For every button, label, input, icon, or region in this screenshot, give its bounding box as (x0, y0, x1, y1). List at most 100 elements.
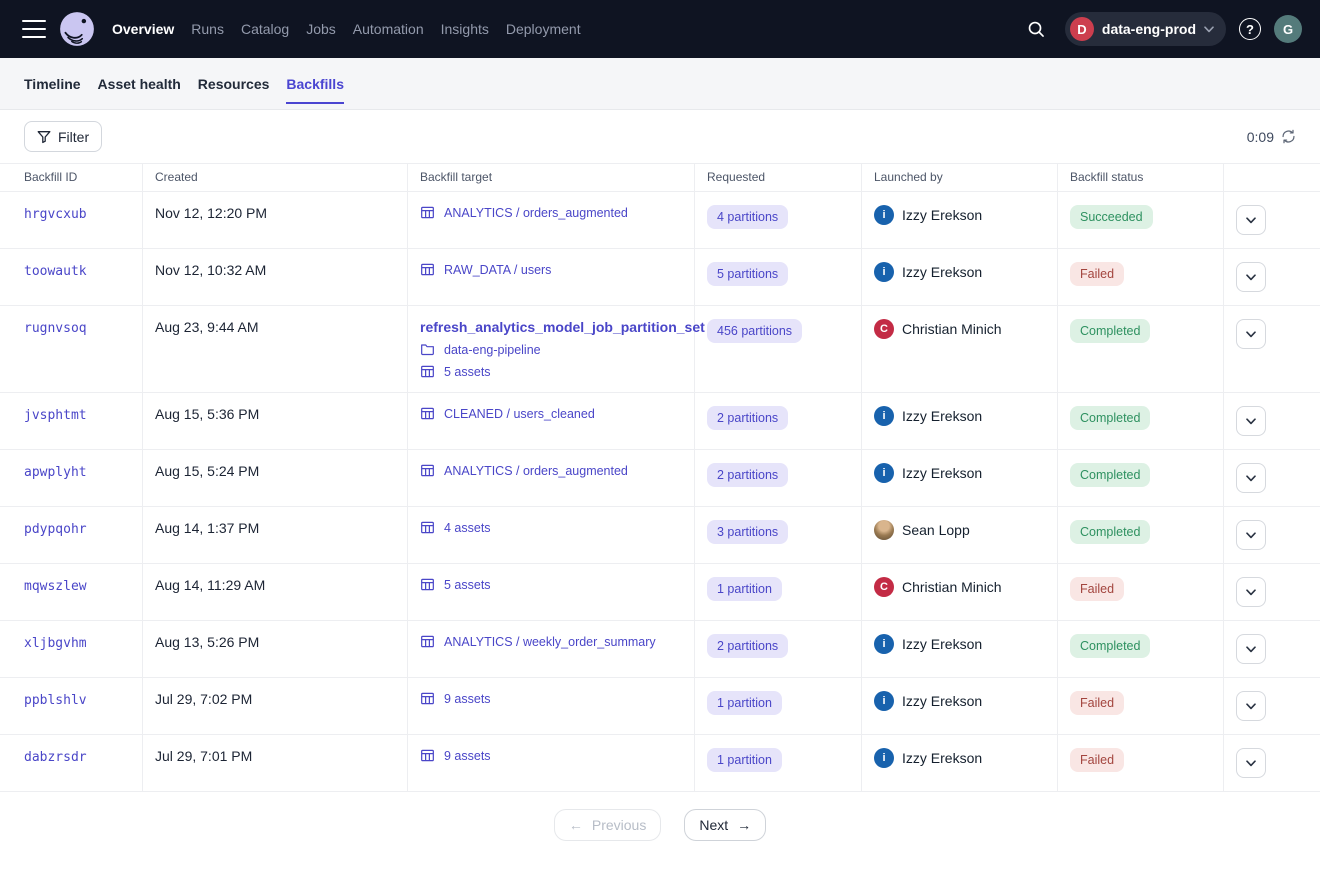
grid-icon (420, 463, 435, 478)
grid-icon (420, 520, 435, 535)
previous-page-button[interactable]: ← Previous (553, 809, 662, 841)
partitions-badge: 2 partitions (707, 634, 789, 658)
target-link[interactable]: ANALYTICS / orders_augmented (420, 463, 682, 478)
backfill-status-cell: Failed (1058, 564, 1224, 621)
row-actions-button[interactable] (1236, 406, 1266, 436)
nav-item-catalog[interactable]: Catalog (240, 21, 290, 37)
help-glyph: ? (1246, 21, 1254, 37)
row-actions-button[interactable] (1236, 262, 1266, 292)
launched-by-cell: i Izzy Erekson (862, 192, 1058, 249)
target-text: 9 assets (444, 748, 491, 763)
row-actions-button[interactable] (1236, 205, 1266, 235)
tab-asset-health[interactable]: Asset health (97, 75, 181, 92)
search-icon[interactable] (1022, 14, 1052, 44)
partitions-badge: 456 partitions (707, 319, 803, 343)
target-link[interactable]: RAW_DATA / users (420, 262, 682, 277)
launched-by-user: i Izzy Erekson (874, 406, 1045, 426)
nav-item-jobs[interactable]: Jobs (306, 21, 336, 37)
backfill-id-link[interactable]: xljbgvhm (24, 636, 87, 651)
column-header-backfill-target: Backfill target (408, 164, 695, 192)
created-value: Aug 23, 9:44 AM (155, 319, 259, 335)
created-value: Aug 14, 1:37 PM (155, 520, 260, 536)
row-actions-button[interactable] (1236, 319, 1266, 349)
launched-by-cell: i Izzy Erekson (862, 678, 1058, 735)
chevron-down-icon (1246, 702, 1256, 710)
target-text: ANALYTICS / orders_augmented (444, 205, 628, 220)
tab-backfills[interactable]: Backfills (286, 58, 344, 109)
target-link[interactable]: 5 assets (420, 577, 682, 592)
target-text: 4 assets (444, 520, 491, 535)
nav-item-overview[interactable]: Overview (112, 21, 175, 37)
target-link[interactable]: ANALYTICS / weekly_order_summary (420, 634, 682, 649)
chevron-down-icon (1246, 474, 1256, 482)
row-actions-button[interactable] (1236, 748, 1266, 778)
row-actions-button[interactable] (1236, 634, 1266, 664)
row-actions-button[interactable] (1236, 691, 1266, 721)
help-icon[interactable]: ? (1239, 18, 1261, 40)
table-row: mqwszlew Aug 14, 11:29 AM 5 assets 1 partit… (0, 564, 1320, 621)
nav-item-insights[interactable]: Insights (440, 21, 489, 37)
nav-item-automation[interactable]: Automation (352, 21, 424, 37)
dagster-logo[interactable] (58, 10, 96, 48)
target-job-link[interactable]: refresh_analytics_model_job_partition_se… (420, 319, 705, 335)
created-cell: Aug 14, 11:29 AM (143, 564, 408, 621)
backfill-target-cell: ANALYTICS / orders_augmented (408, 450, 695, 507)
tab-resources[interactable]: Resources (197, 75, 270, 92)
filter-button[interactable]: Filter (24, 121, 103, 152)
launched-by-user: C Christian Minich (874, 319, 1045, 339)
backfill-id-link[interactable]: jvsphtmt (24, 408, 87, 423)
backfill-id-cell: mqwszlew (0, 564, 143, 621)
target-link[interactable]: CLEANED / users_cleaned (420, 406, 682, 421)
column-header-backfill-id: Backfill ID (0, 164, 143, 192)
target-link[interactable]: 9 assets (420, 691, 682, 706)
backfill-id-link[interactable]: toowautk (24, 264, 87, 279)
refresh-icon[interactable] (1281, 129, 1296, 144)
backfill-id-link[interactable]: pdypqohr (24, 522, 87, 537)
grid-icon (420, 691, 435, 706)
requested-cell: 3 partitions (695, 507, 862, 564)
next-page-button[interactable]: Next → (684, 809, 767, 841)
launched-by-user: i Izzy Erekson (874, 634, 1045, 654)
target-link[interactable]: 5 assets (420, 364, 682, 379)
row-actions-button[interactable] (1236, 577, 1266, 607)
backfill-id-cell: toowautk (0, 249, 143, 306)
actions-cell (1224, 306, 1320, 393)
tab-timeline[interactable]: Timeline (24, 75, 81, 92)
target-link[interactable]: 4 assets (420, 520, 682, 535)
backfill-id-link[interactable]: rugnvsoq (24, 321, 87, 336)
menu-icon[interactable] (22, 20, 46, 38)
nav-right-cluster: D data-eng-prod ? G (1022, 12, 1302, 46)
requested-cell: 5 partitions (695, 249, 862, 306)
user-avatar[interactable]: G (1274, 15, 1302, 43)
backfill-id-link[interactable]: ppblshlv (24, 693, 87, 708)
launcher-name: Sean Lopp (902, 522, 970, 538)
row-actions-button[interactable] (1236, 463, 1266, 493)
target-link[interactable]: 9 assets (420, 748, 682, 763)
backfill-id-link[interactable]: hrgvcxub (24, 207, 87, 222)
status-badge: Completed (1070, 520, 1151, 544)
column-header-actions (1224, 164, 1320, 192)
row-actions-button[interactable] (1236, 520, 1266, 550)
chevron-down-icon (1246, 645, 1256, 653)
nav-item-runs[interactable]: Runs (191, 21, 224, 37)
target-link[interactable]: ANALYTICS / orders_augmented (420, 205, 682, 220)
requested-cell: 456 partitions (695, 306, 862, 393)
status-badge: Completed (1070, 463, 1151, 487)
target-text: 5 assets (444, 364, 491, 379)
table-row: xljbgvhm Aug 13, 5:26 PM ANALYTICS / weekl… (0, 621, 1320, 678)
deployment-switcher[interactable]: D data-eng-prod (1064, 12, 1226, 46)
launcher-avatar: i (874, 691, 894, 711)
dagster-logo-glyph (60, 12, 94, 46)
launcher-name: Christian Minich (902, 321, 1002, 337)
target-link[interactable]: data-eng-pipeline (420, 342, 682, 357)
backfill-id-link[interactable]: apwplyht (24, 465, 87, 480)
table-row: hrgvcxub Nov 12, 12:20 PM ANALYTICS / orde… (0, 192, 1320, 249)
backfill-id-link[interactable]: dabzrsdr (24, 750, 87, 765)
backfill-id-link[interactable]: mqwszlew (24, 579, 87, 594)
chevron-down-icon (1246, 588, 1256, 596)
status-badge: Failed (1070, 748, 1125, 772)
backfill-status-cell: Completed (1058, 306, 1224, 393)
nav-item-deployment[interactable]: Deployment (505, 21, 581, 37)
arrow-left-icon: ← (568, 817, 583, 833)
filter-icon (37, 130, 51, 144)
